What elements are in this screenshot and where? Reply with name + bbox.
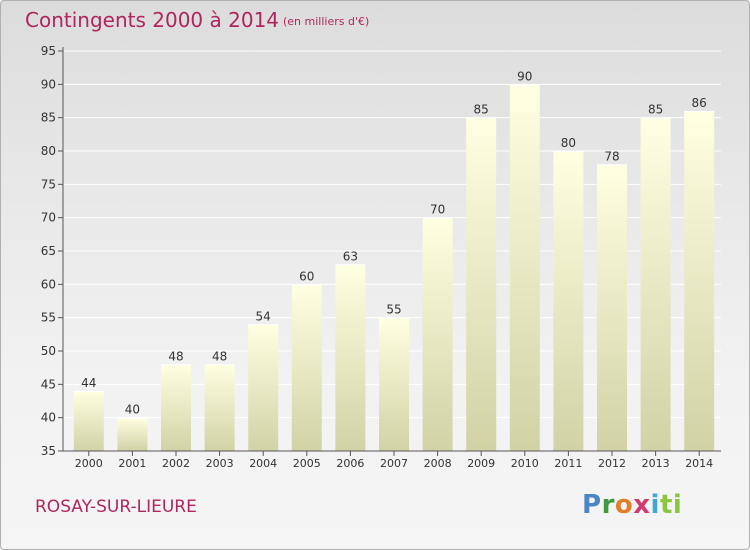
bar — [73, 391, 104, 451]
y-tick-label: 75 — [41, 177, 56, 191]
data-label: 90 — [517, 69, 532, 83]
bar — [597, 164, 627, 452]
data-label: 85 — [648, 103, 663, 117]
y-tick-label: 85 — [41, 111, 56, 125]
bar — [422, 217, 453, 451]
axes — [58, 47, 721, 456]
bar — [204, 364, 235, 451]
y-tick-label: 80 — [41, 144, 56, 158]
x-tick-label: 2010 — [511, 457, 539, 470]
bar — [509, 84, 540, 451]
bar — [248, 324, 279, 451]
x-tick-label: 2011 — [554, 457, 582, 470]
x-tick-label: 2005 — [293, 457, 321, 470]
x-tick-label: 2008 — [424, 457, 452, 470]
y-tick-label: 70 — [41, 211, 56, 225]
bar — [466, 117, 497, 452]
data-label: 44 — [81, 376, 96, 390]
x-tick-label: 2009 — [467, 457, 495, 470]
x-tick-label: 2003 — [206, 457, 234, 470]
data-label: 70 — [430, 203, 445, 217]
bar — [335, 264, 366, 451]
data-label: 40 — [125, 403, 140, 417]
x-tick-label: 2002 — [162, 457, 190, 470]
x-tick-label: 2014 — [685, 457, 713, 470]
bar — [291, 284, 322, 451]
y-tick-label: 50 — [41, 344, 56, 358]
bar — [161, 364, 191, 451]
data-label: 54 — [256, 309, 271, 323]
x-tick-label: 2001 — [118, 457, 146, 470]
bar — [640, 117, 671, 452]
bars — [73, 84, 715, 452]
bar — [117, 417, 148, 451]
y-tick-label: 55 — [41, 311, 56, 325]
chart-subtitle: (en milliers d'€) — [283, 15, 370, 28]
data-label: 86 — [692, 96, 707, 110]
place-name: ROSAY-SUR-LIEURE — [35, 497, 197, 517]
bar — [379, 317, 409, 451]
y-tick-label: 95 — [41, 44, 56, 58]
x-tick-label: 2006 — [336, 457, 364, 470]
chart-title: Contingents 2000 à 2014 — [25, 8, 280, 32]
data-label: 63 — [343, 249, 358, 263]
x-tick-label: 2012 — [598, 457, 626, 470]
y-tick-label: 90 — [41, 77, 56, 91]
bar — [553, 151, 584, 451]
data-label: 48 — [168, 349, 183, 363]
data-label: 85 — [474, 103, 489, 117]
data-label: 60 — [299, 269, 314, 283]
brand-logo: Proxiti — [582, 490, 683, 520]
x-tick-label: 2004 — [249, 457, 277, 470]
x-tick-label: 2000 — [75, 457, 103, 470]
data-label: 48 — [212, 349, 227, 363]
y-tick-label: 65 — [41, 244, 56, 258]
y-tick-label: 60 — [41, 277, 56, 291]
y-tick-label: 35 — [41, 444, 56, 458]
x-tick-label: 2007 — [380, 457, 408, 470]
data-label: 80 — [561, 136, 576, 150]
y-tick-label: 45 — [41, 377, 56, 391]
bar — [684, 111, 715, 451]
data-label: 55 — [386, 303, 401, 317]
labels: 35 40 45 50 55 60 65 70 75 80 85 90 95 44 2000 40 2001 48… — [41, 44, 713, 470]
x-tick-label: 2013 — [642, 457, 670, 470]
data-label: 78 — [604, 149, 619, 163]
y-tick-label: 40 — [41, 411, 56, 425]
